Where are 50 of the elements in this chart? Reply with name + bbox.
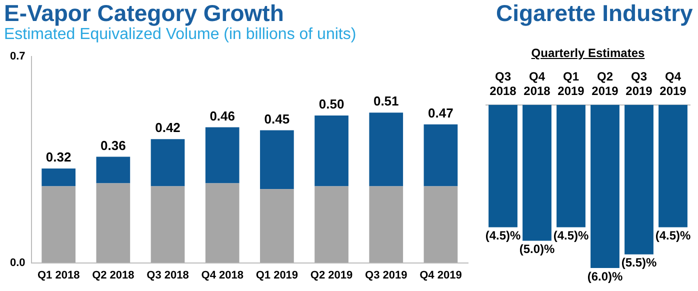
bar	[260, 189, 294, 263]
total-label: 0.46	[210, 108, 236, 124]
data-label: (5.5)%	[621, 256, 657, 270]
bar	[314, 186, 348, 263]
x-tick-label: Q4 2018	[201, 269, 244, 282]
y-tick-label: 0.0	[10, 256, 26, 269]
x-tick-label: Q3 2018	[146, 269, 189, 282]
data-label: (5.0)%	[519, 242, 555, 256]
x-tick-label: Q1 2019	[558, 70, 585, 98]
x-tick-label: Q1 2019	[256, 269, 298, 282]
bar	[205, 183, 240, 263]
x-tick-label: Q2 2019	[310, 269, 353, 282]
total-label: 0.47	[428, 105, 454, 120]
chart-subtitle: Quarterly Estimates	[530, 46, 646, 60]
x-tick-label: Q3 2019	[365, 269, 408, 282]
total-label: 0.32	[46, 150, 72, 165]
bar	[150, 139, 185, 186]
y-tick-label: 0.7	[10, 50, 26, 63]
total-label: 0.36	[100, 138, 126, 153]
chart-title: E-Vapor Category Growth	[4, 0, 285, 26]
chart-title: Cigarette Industry	[496, 0, 694, 26]
data-label: (6.0)%	[587, 269, 623, 284]
bar	[96, 156, 130, 184]
total-label: 0.42	[155, 120, 180, 136]
data-label: (4.5)%	[655, 228, 691, 243]
bar	[96, 183, 130, 263]
bar	[424, 186, 458, 263]
total-label: 0.51	[373, 94, 399, 109]
bar	[42, 168, 76, 186]
bar	[314, 116, 348, 186]
data-label: (4.5)%	[485, 228, 521, 243]
bar	[205, 127, 240, 184]
x-tick-label: Q4 2018	[524, 70, 551, 98]
bar	[42, 186, 76, 263]
total-label: 0.50	[318, 96, 344, 112]
x-tick-label: Q2 2018	[92, 269, 134, 282]
chart-subtitle: Estimated Equivalized Volume (in billions of units)	[4, 26, 358, 44]
x-tick-label: Q3 2018	[490, 70, 517, 98]
bar	[424, 124, 458, 186]
bar	[260, 130, 294, 190]
x-tick-label: Q3 2019	[626, 70, 653, 98]
bar	[369, 186, 404, 263]
x-tick-label: Q4 2019	[660, 70, 687, 98]
bar	[150, 186, 185, 263]
data-label: (4.5)%	[553, 228, 589, 243]
bar	[369, 112, 404, 186]
x-tick-label: Q4 2019	[420, 269, 462, 282]
x-tick-label: Q1 2018	[37, 269, 80, 282]
total-label: 0.45	[264, 111, 290, 126]
x-tick-label: Q2 2019	[592, 70, 619, 98]
